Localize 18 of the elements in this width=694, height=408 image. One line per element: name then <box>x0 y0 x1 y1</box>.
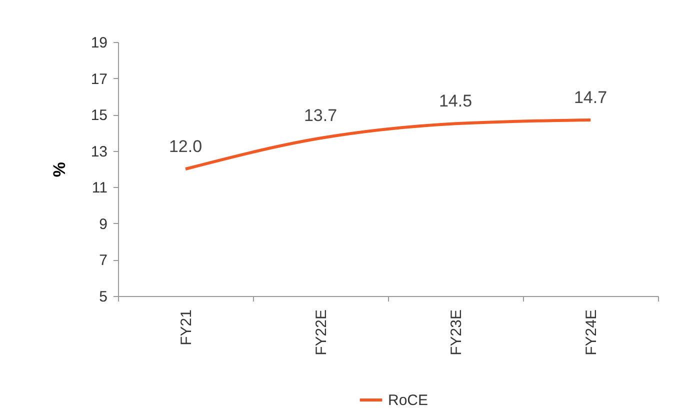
x-tick-label: FY22E <box>313 310 330 356</box>
y-tick-label: 7 <box>99 252 108 270</box>
legend-label: RoCE <box>388 392 428 408</box>
x-tick-label: FY23E <box>448 310 465 356</box>
y-tick-label: 19 <box>90 34 108 52</box>
data-label: 12.0 <box>168 137 202 156</box>
data-label: 14.5 <box>438 92 472 111</box>
y-tick-label: 9 <box>99 216 108 233</box>
data-label: 13.7 <box>304 106 338 126</box>
y-tick-label: 17 <box>90 70 108 88</box>
x-tick-label: FY24E <box>583 310 600 356</box>
y-axis-title: % <box>50 162 69 178</box>
y-tick-label: 13 <box>90 143 108 160</box>
x-tick-label: FY21 <box>178 310 195 346</box>
data-label: 14.7 <box>574 88 608 108</box>
y-tick-label: 15 <box>90 107 108 124</box>
y-tick-label: 11 <box>92 180 108 197</box>
y-tick-label: 5 <box>99 288 108 306</box>
